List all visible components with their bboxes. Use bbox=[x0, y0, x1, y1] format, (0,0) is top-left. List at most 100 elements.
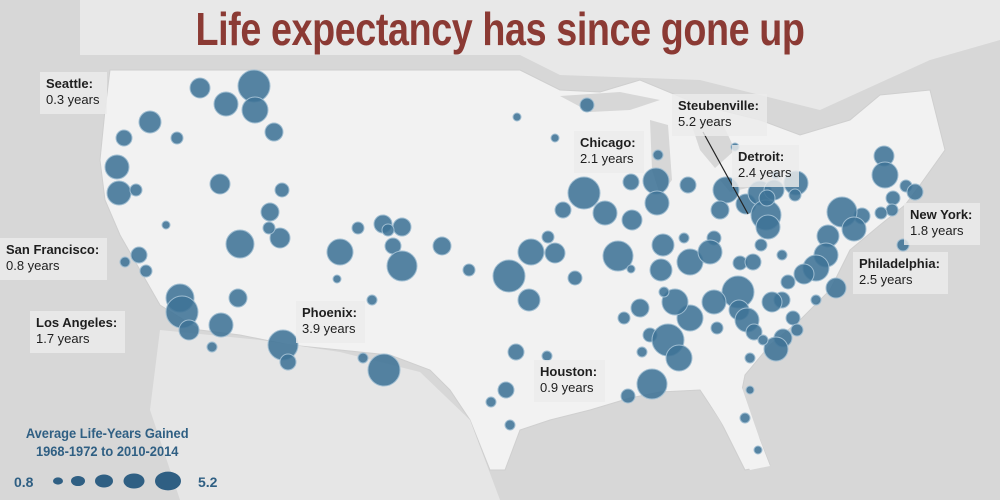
city-value: 2.5 years bbox=[859, 272, 913, 287]
city-bubble bbox=[754, 238, 768, 252]
city-bubble bbox=[885, 190, 901, 206]
city-bubble bbox=[104, 154, 130, 180]
city-bubble bbox=[642, 167, 670, 195]
city-bubble bbox=[497, 381, 515, 399]
label-new-york: New York: 1.8 years bbox=[904, 203, 981, 245]
city-value: 0.9 years bbox=[540, 380, 594, 395]
city-bubble bbox=[567, 176, 601, 210]
city-bubble bbox=[512, 112, 522, 122]
label-phoenix: Phoenix: 3.9 years bbox=[296, 301, 365, 343]
label-los-angeles: Los Angeles: 1.7 years bbox=[30, 311, 126, 353]
city-bubble bbox=[554, 201, 572, 219]
city-name: Detroit: bbox=[738, 149, 785, 164]
city-bubble bbox=[617, 311, 631, 325]
city-bubble bbox=[550, 133, 560, 143]
city-bubble bbox=[119, 256, 131, 268]
city-bubble bbox=[825, 277, 847, 299]
city-value: 1.8 years bbox=[910, 223, 964, 238]
city-bubble bbox=[649, 258, 673, 282]
city-bubble bbox=[206, 341, 218, 353]
city-bubble bbox=[129, 183, 143, 197]
city-bubble bbox=[189, 77, 211, 99]
city-bubble bbox=[170, 131, 184, 145]
city-name: Los Angeles: bbox=[36, 315, 118, 330]
legend-scale: 0.8 5.2 bbox=[14, 470, 234, 494]
city-bubble bbox=[462, 263, 476, 277]
city-bubble bbox=[906, 183, 924, 201]
city-bubble bbox=[326, 238, 354, 266]
city-bubble bbox=[710, 321, 724, 335]
city-bubble bbox=[885, 203, 899, 217]
mexico-land bbox=[150, 330, 500, 500]
legend-bubble bbox=[71, 475, 85, 487]
city-bubble bbox=[622, 173, 640, 191]
city-name: Houston: bbox=[540, 364, 598, 379]
city-bubble bbox=[279, 353, 297, 371]
city-bubble bbox=[225, 229, 255, 259]
city-bubble bbox=[755, 214, 781, 240]
city-bubble bbox=[260, 202, 280, 222]
city-name: San Francisco: bbox=[6, 242, 100, 257]
label-seattle: Seattle: 0.3 years bbox=[40, 72, 108, 114]
legend-title: Average Life-Years Gained 1968-1972 to 2… bbox=[6, 424, 208, 460]
city-value: 2.4 years bbox=[738, 165, 792, 180]
city-bubble bbox=[106, 180, 132, 206]
legend-min-label: 0.8 bbox=[14, 474, 34, 490]
city-bubble bbox=[228, 288, 248, 308]
city-value: 0.8 years bbox=[6, 258, 60, 273]
city-bubble bbox=[178, 319, 200, 341]
city-bubble bbox=[567, 270, 583, 286]
city-bubble bbox=[517, 238, 545, 266]
city-bubble bbox=[785, 310, 801, 326]
city-bubble bbox=[636, 368, 668, 400]
city-bubble bbox=[658, 286, 670, 298]
legend-bubble bbox=[155, 471, 181, 491]
city-name: Steubenville: bbox=[678, 98, 759, 113]
city-bubble bbox=[644, 190, 670, 216]
city-bubble bbox=[753, 445, 763, 455]
city-bubble bbox=[161, 220, 171, 230]
city-bubble bbox=[381, 223, 395, 237]
city-bubble bbox=[485, 396, 497, 408]
city-name: New York: bbox=[910, 207, 973, 222]
city-bubble bbox=[679, 176, 697, 194]
city-bubble bbox=[697, 239, 723, 265]
city-bubble bbox=[507, 343, 525, 361]
city-bubble bbox=[241, 96, 269, 124]
city-bubble bbox=[871, 161, 899, 189]
city-bubble bbox=[757, 334, 769, 346]
city-bubble bbox=[264, 122, 284, 142]
city-bubble bbox=[651, 233, 675, 257]
city-bubble bbox=[874, 206, 888, 220]
city-bubble bbox=[710, 200, 730, 220]
legend-title-line1: Average Life-Years Gained bbox=[25, 425, 189, 441]
city-bubble bbox=[504, 419, 516, 431]
city-bubble bbox=[841, 216, 867, 242]
city-bubble bbox=[630, 298, 650, 318]
florida-land bbox=[700, 382, 770, 470]
legend-bubble bbox=[53, 477, 63, 485]
city-bubble bbox=[262, 221, 276, 235]
city-bubble bbox=[761, 291, 783, 313]
city-bubble bbox=[745, 323, 763, 341]
city-bubble bbox=[367, 353, 401, 387]
label-steubenville: Steubenville: 5.2 years bbox=[672, 94, 767, 136]
city-bubble bbox=[652, 149, 664, 161]
city-bubble bbox=[366, 294, 378, 306]
label-houston: Houston: 0.9 years bbox=[534, 360, 606, 402]
city-bubble bbox=[332, 274, 342, 284]
city-bubble bbox=[541, 230, 555, 244]
city-bubble bbox=[269, 227, 291, 249]
city-name: Philadelphia: bbox=[859, 256, 940, 271]
city-bubble bbox=[432, 236, 452, 256]
legend-title-line2: 1968-1972 to 2010-2014 bbox=[35, 443, 179, 459]
city-value: 0.3 years bbox=[46, 92, 100, 107]
city-bubble bbox=[274, 182, 290, 198]
city-bubble bbox=[810, 294, 822, 306]
city-bubble bbox=[776, 249, 788, 261]
city-bubble bbox=[758, 189, 776, 207]
city-name: Chicago: bbox=[580, 135, 636, 150]
city-bubble bbox=[744, 352, 756, 364]
city-bubble bbox=[138, 110, 162, 134]
